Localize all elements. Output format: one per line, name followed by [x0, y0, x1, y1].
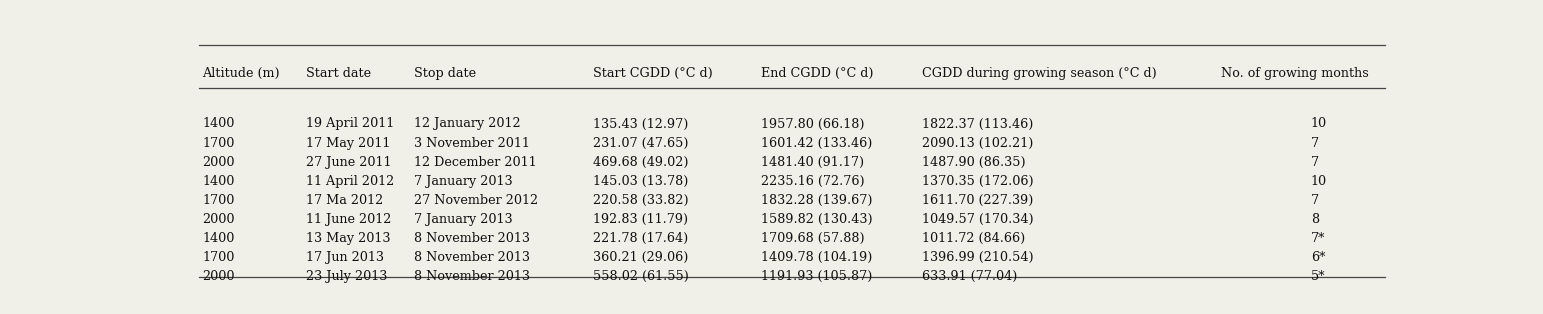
Text: 10: 10 [1312, 175, 1327, 187]
Text: 1832.28 (139.67): 1832.28 (139.67) [761, 194, 872, 207]
Text: 8 November 2013: 8 November 2013 [414, 251, 531, 264]
Text: 145.03 (13.78): 145.03 (13.78) [594, 175, 688, 187]
Text: 27 June 2011: 27 June 2011 [307, 155, 392, 169]
Text: 633.91 (77.04): 633.91 (77.04) [923, 270, 1018, 283]
Text: 1957.80 (66.18): 1957.80 (66.18) [761, 117, 864, 131]
Text: 558.02 (61.55): 558.02 (61.55) [594, 270, 690, 283]
Text: 1700: 1700 [202, 251, 235, 264]
Text: 12 December 2011: 12 December 2011 [414, 155, 537, 169]
Text: 2090.13 (102.21): 2090.13 (102.21) [923, 137, 1034, 149]
Text: 1822.37 (113.46): 1822.37 (113.46) [923, 117, 1034, 131]
Text: 17 May 2011: 17 May 2011 [307, 137, 390, 149]
Text: 1589.82 (130.43): 1589.82 (130.43) [761, 213, 872, 226]
Text: 1481.40 (91.17): 1481.40 (91.17) [761, 155, 864, 169]
Text: 2000: 2000 [202, 155, 235, 169]
Text: 7*: 7* [1312, 232, 1325, 245]
Text: Start date: Start date [307, 67, 372, 80]
Text: 1700: 1700 [202, 194, 235, 207]
Text: 11 April 2012: 11 April 2012 [307, 175, 395, 187]
Text: 17 Jun 2013: 17 Jun 2013 [307, 251, 384, 264]
Text: 7: 7 [1312, 155, 1319, 169]
Text: 12 January 2012: 12 January 2012 [414, 117, 520, 131]
Text: 13 May 2013: 13 May 2013 [307, 232, 390, 245]
Text: 1400: 1400 [202, 175, 235, 187]
Text: 8 November 2013: 8 November 2013 [414, 232, 531, 245]
Text: 1049.57 (170.34): 1049.57 (170.34) [923, 213, 1034, 226]
Text: 2235.16 (72.76): 2235.16 (72.76) [761, 175, 864, 187]
Text: CGDD during growing season (°C d): CGDD during growing season (°C d) [923, 67, 1157, 80]
Text: 1370.35 (172.06): 1370.35 (172.06) [923, 175, 1034, 187]
Text: Stop date: Stop date [414, 67, 477, 80]
Text: 27 November 2012: 27 November 2012 [414, 194, 539, 207]
Text: 1601.42 (133.46): 1601.42 (133.46) [761, 137, 872, 149]
Text: Altitude (m): Altitude (m) [202, 67, 281, 80]
Text: 19 April 2011: 19 April 2011 [307, 117, 395, 131]
Text: 7 January 2013: 7 January 2013 [414, 175, 512, 187]
Text: 6*: 6* [1312, 251, 1325, 264]
Text: 7 January 2013: 7 January 2013 [414, 213, 512, 226]
Text: 1487.90 (86.35): 1487.90 (86.35) [923, 155, 1026, 169]
Text: 135.43 (12.97): 135.43 (12.97) [594, 117, 688, 131]
Text: Start CGDD (°C d): Start CGDD (°C d) [594, 67, 713, 80]
Text: End CGDD (°C d): End CGDD (°C d) [761, 67, 873, 80]
Text: 2000: 2000 [202, 213, 235, 226]
Text: 360.21 (29.06): 360.21 (29.06) [594, 251, 688, 264]
Text: 1396.99 (210.54): 1396.99 (210.54) [923, 251, 1034, 264]
Text: 1400: 1400 [202, 117, 235, 131]
Text: 3 November 2011: 3 November 2011 [414, 137, 529, 149]
Text: 220.58 (33.82): 220.58 (33.82) [594, 194, 690, 207]
Text: 10: 10 [1312, 117, 1327, 131]
Text: 11 June 2012: 11 June 2012 [307, 213, 392, 226]
Text: 469.68 (49.02): 469.68 (49.02) [594, 155, 690, 169]
Text: 7: 7 [1312, 137, 1319, 149]
Text: No. of growing months: No. of growing months [1222, 67, 1369, 80]
Text: 8: 8 [1312, 213, 1319, 226]
Text: 1400: 1400 [202, 232, 235, 245]
Text: 1611.70 (227.39): 1611.70 (227.39) [923, 194, 1034, 207]
Text: 1709.68 (57.88): 1709.68 (57.88) [761, 232, 864, 245]
Text: 5*: 5* [1312, 270, 1325, 283]
Text: 221.78 (17.64): 221.78 (17.64) [594, 232, 688, 245]
Text: 8 November 2013: 8 November 2013 [414, 270, 531, 283]
Text: 1191.93 (105.87): 1191.93 (105.87) [761, 270, 872, 283]
Text: 1700: 1700 [202, 137, 235, 149]
Text: 231.07 (47.65): 231.07 (47.65) [594, 137, 690, 149]
Text: 7: 7 [1312, 194, 1319, 207]
Text: 1011.72 (84.66): 1011.72 (84.66) [923, 232, 1026, 245]
Text: 17 Ma 2012: 17 Ma 2012 [307, 194, 384, 207]
Text: 2000: 2000 [202, 270, 235, 283]
Text: 192.83 (11.79): 192.83 (11.79) [594, 213, 688, 226]
Text: 23 July 2013: 23 July 2013 [307, 270, 387, 283]
Text: 1409.78 (104.19): 1409.78 (104.19) [761, 251, 872, 264]
